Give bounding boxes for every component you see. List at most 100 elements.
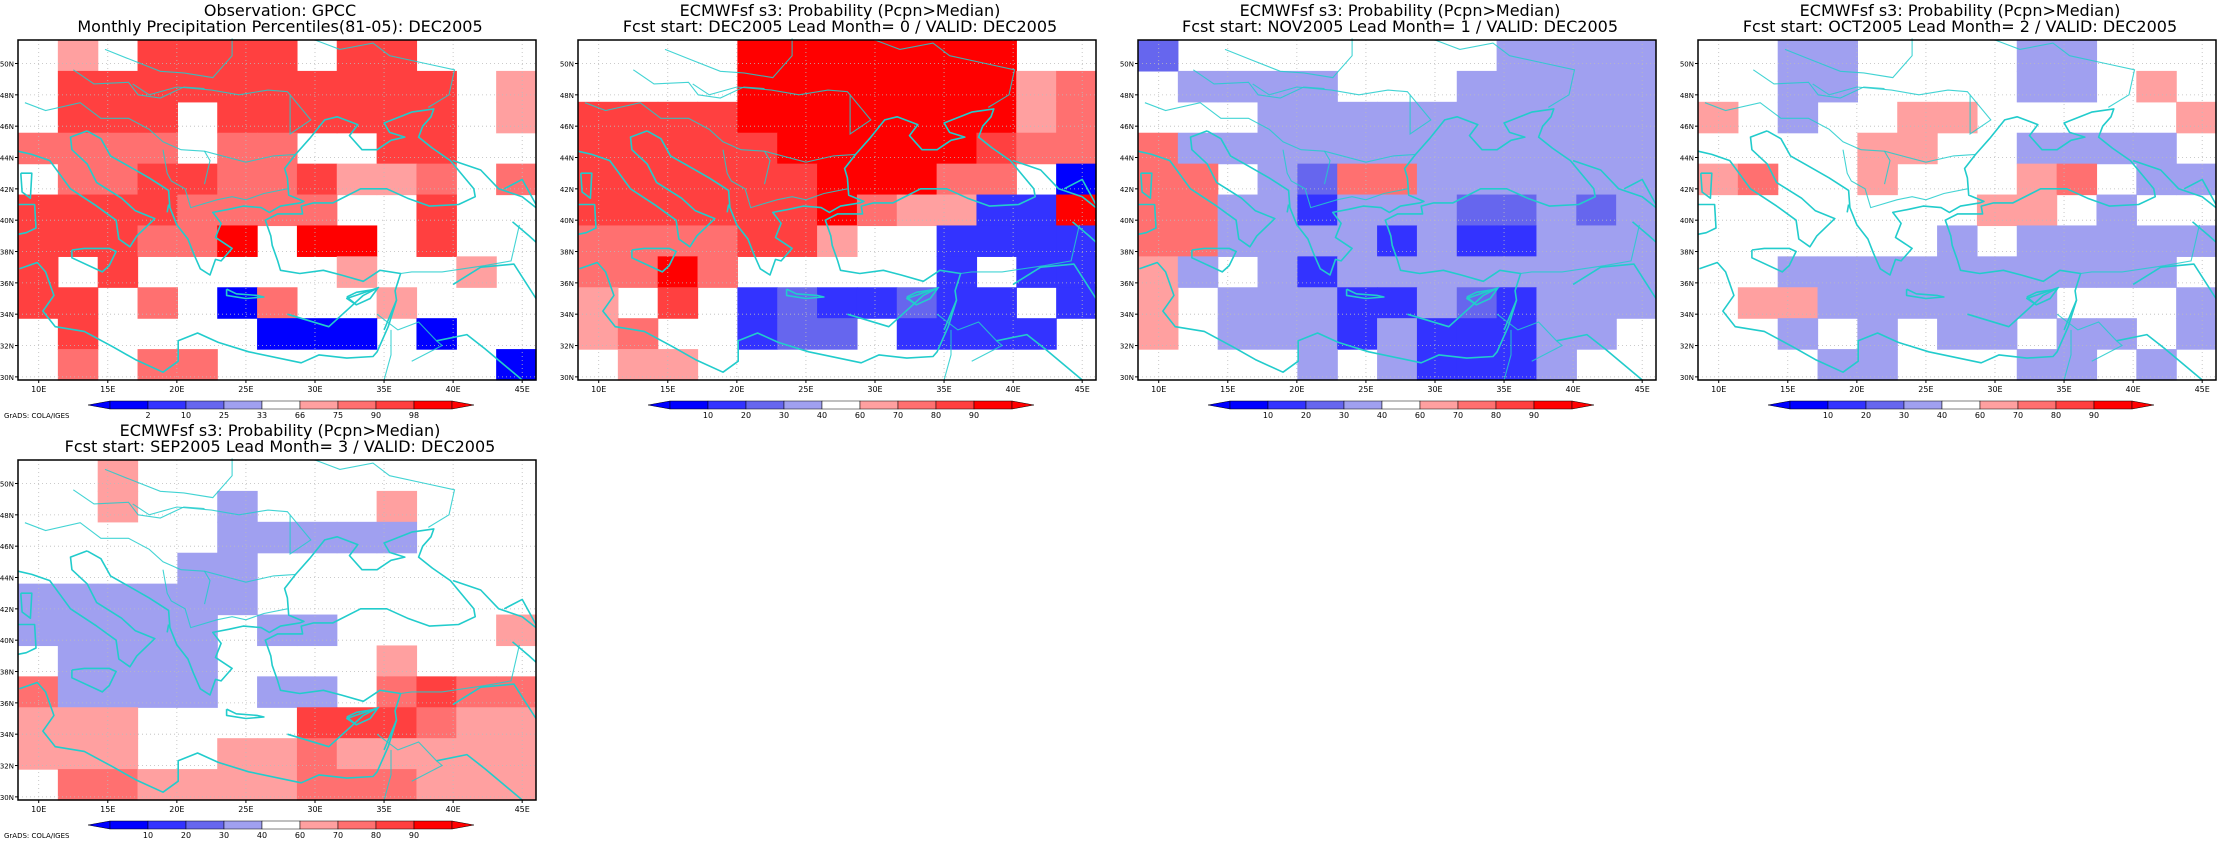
- probability-cell: [1456, 318, 1498, 350]
- probability-cell: [57, 583, 99, 616]
- probability-cell: [1698, 101, 1739, 134]
- coastline: [225, 288, 265, 300]
- probability-cell: [1377, 132, 1418, 165]
- colorbar-segment: [147, 400, 187, 410]
- probability-cell: [416, 318, 457, 350]
- probability-cell: [936, 70, 978, 103]
- probability-cell: [1016, 194, 1057, 227]
- probability-cell: [737, 194, 778, 227]
- coastline: [346, 708, 378, 726]
- coastline: [2132, 159, 2217, 209]
- probability-cell: [578, 194, 619, 227]
- probability-cell: [1576, 132, 1617, 165]
- probability-cell: [578, 287, 619, 319]
- probability-cell: [1257, 194, 1298, 227]
- coastline: [2132, 263, 2217, 299]
- probability-cell: [657, 163, 699, 196]
- plot-frame: [1137, 39, 1657, 381]
- colorbar-segment: [1941, 400, 1981, 410]
- coastline: [383, 719, 398, 751]
- probability-cell: [336, 225, 378, 257]
- colorbar-label: 80: [1491, 411, 1501, 420]
- probability-cell: [177, 163, 218, 196]
- panel-title-line2: Fcst start: DEC2005 Lead Month= 0 / VALI…: [622, 17, 1058, 36]
- panel-title-line1: ECMWFsf s3: Probability (Pcpn>Median): [1799, 1, 2121, 20]
- colorbar-segment: [1827, 400, 1867, 410]
- coastline: [943, 299, 958, 331]
- colorbar-segment: [935, 400, 975, 410]
- lon-tick-label: 45E: [515, 385, 530, 394]
- colorbar-segment: [185, 400, 225, 410]
- colorbar-arrow-right: [451, 400, 475, 410]
- lat-tick-label: 38N: [560, 249, 574, 257]
- colorbar-segment: [1533, 400, 1573, 410]
- probability-cell: [376, 645, 418, 677]
- plot-frame: [17, 39, 537, 381]
- coastline: [785, 288, 825, 300]
- probability-cell: [1536, 101, 1577, 134]
- probability-cell: [1456, 194, 1498, 227]
- probability-cell: [578, 225, 619, 257]
- coastline: [17, 550, 156, 668]
- graticule: [1138, 40, 1656, 380]
- probability-cell: [296, 194, 338, 227]
- lon-tick-label: 30E: [307, 805, 322, 814]
- lon-tick-label: 30E: [1987, 385, 2002, 394]
- probability-cell: [617, 101, 659, 134]
- probability-cell: [1217, 132, 1259, 165]
- map-panel-lead0: ECMWFsf s3: Probability (Pcpn>Median) Fc…: [560, 0, 1120, 420]
- probability-cell: [2096, 225, 2137, 257]
- coastline: [452, 683, 537, 719]
- lat-tick-label: 44N: [0, 155, 14, 163]
- panel-title-line1: ECMWFsf s3: Probability (Pcpn>Median): [119, 421, 441, 440]
- probability-cell: [416, 225, 457, 257]
- coastline: [452, 263, 537, 299]
- probability-cell: [1416, 225, 1458, 257]
- probability-cell: [896, 318, 938, 350]
- probability-cell: [1616, 70, 1657, 103]
- probability-cell: [217, 738, 258, 770]
- colorbar-label: 60: [1415, 411, 1425, 420]
- colorbar-label: 20: [741, 411, 751, 420]
- country-border: [104, 458, 233, 499]
- probability-cell: [1897, 101, 1938, 134]
- probability-cell: [1217, 194, 1259, 227]
- probability-cell: [336, 738, 378, 770]
- coastline: [511, 641, 537, 663]
- lon-tick-label: 30E: [867, 385, 882, 394]
- lat-tick-label: 44N: [1120, 155, 1134, 163]
- probability-cell: [1737, 163, 1779, 196]
- country-border: [24, 102, 296, 163]
- probability-cell: [737, 225, 778, 257]
- probability-cell: [1377, 349, 1418, 381]
- probability-cell: [1976, 287, 2018, 319]
- panel-title-line1: ECMWFsf s3: Probability (Pcpn>Median): [1239, 1, 1561, 20]
- colorbar-arrow-left: [647, 400, 671, 410]
- coastline: [1137, 203, 1157, 236]
- probability-cell: [1536, 318, 1577, 350]
- country-border: [1784, 38, 1913, 79]
- probability-cell: [496, 614, 537, 647]
- probability-cell: [2056, 132, 2098, 165]
- probability-cell: [496, 70, 537, 103]
- probability-cell: [1897, 256, 1938, 288]
- probability-cell: [137, 349, 178, 381]
- probability-cell: [97, 614, 139, 647]
- probability-cell: [137, 194, 178, 227]
- probability-cell: [217, 40, 258, 72]
- country-border: [400, 644, 520, 695]
- probability-cell: [376, 163, 418, 196]
- probability-cell: [2176, 225, 2217, 257]
- lat-tick-label: 50N: [1680, 61, 1694, 69]
- coastline: [577, 130, 716, 248]
- probability-cell: [1616, 287, 1657, 319]
- colorbar-label: 20: [1861, 411, 1871, 420]
- probability-cell: [2016, 349, 2058, 381]
- lon-tick-label: 10E: [1151, 385, 1166, 394]
- colorbar-segment: [299, 820, 339, 830]
- colorbar-segment: [1865, 400, 1905, 410]
- probability-cell: [336, 318, 378, 350]
- coastline: [726, 204, 730, 213]
- colorbar-segment: [413, 820, 453, 830]
- country-border: [203, 150, 211, 185]
